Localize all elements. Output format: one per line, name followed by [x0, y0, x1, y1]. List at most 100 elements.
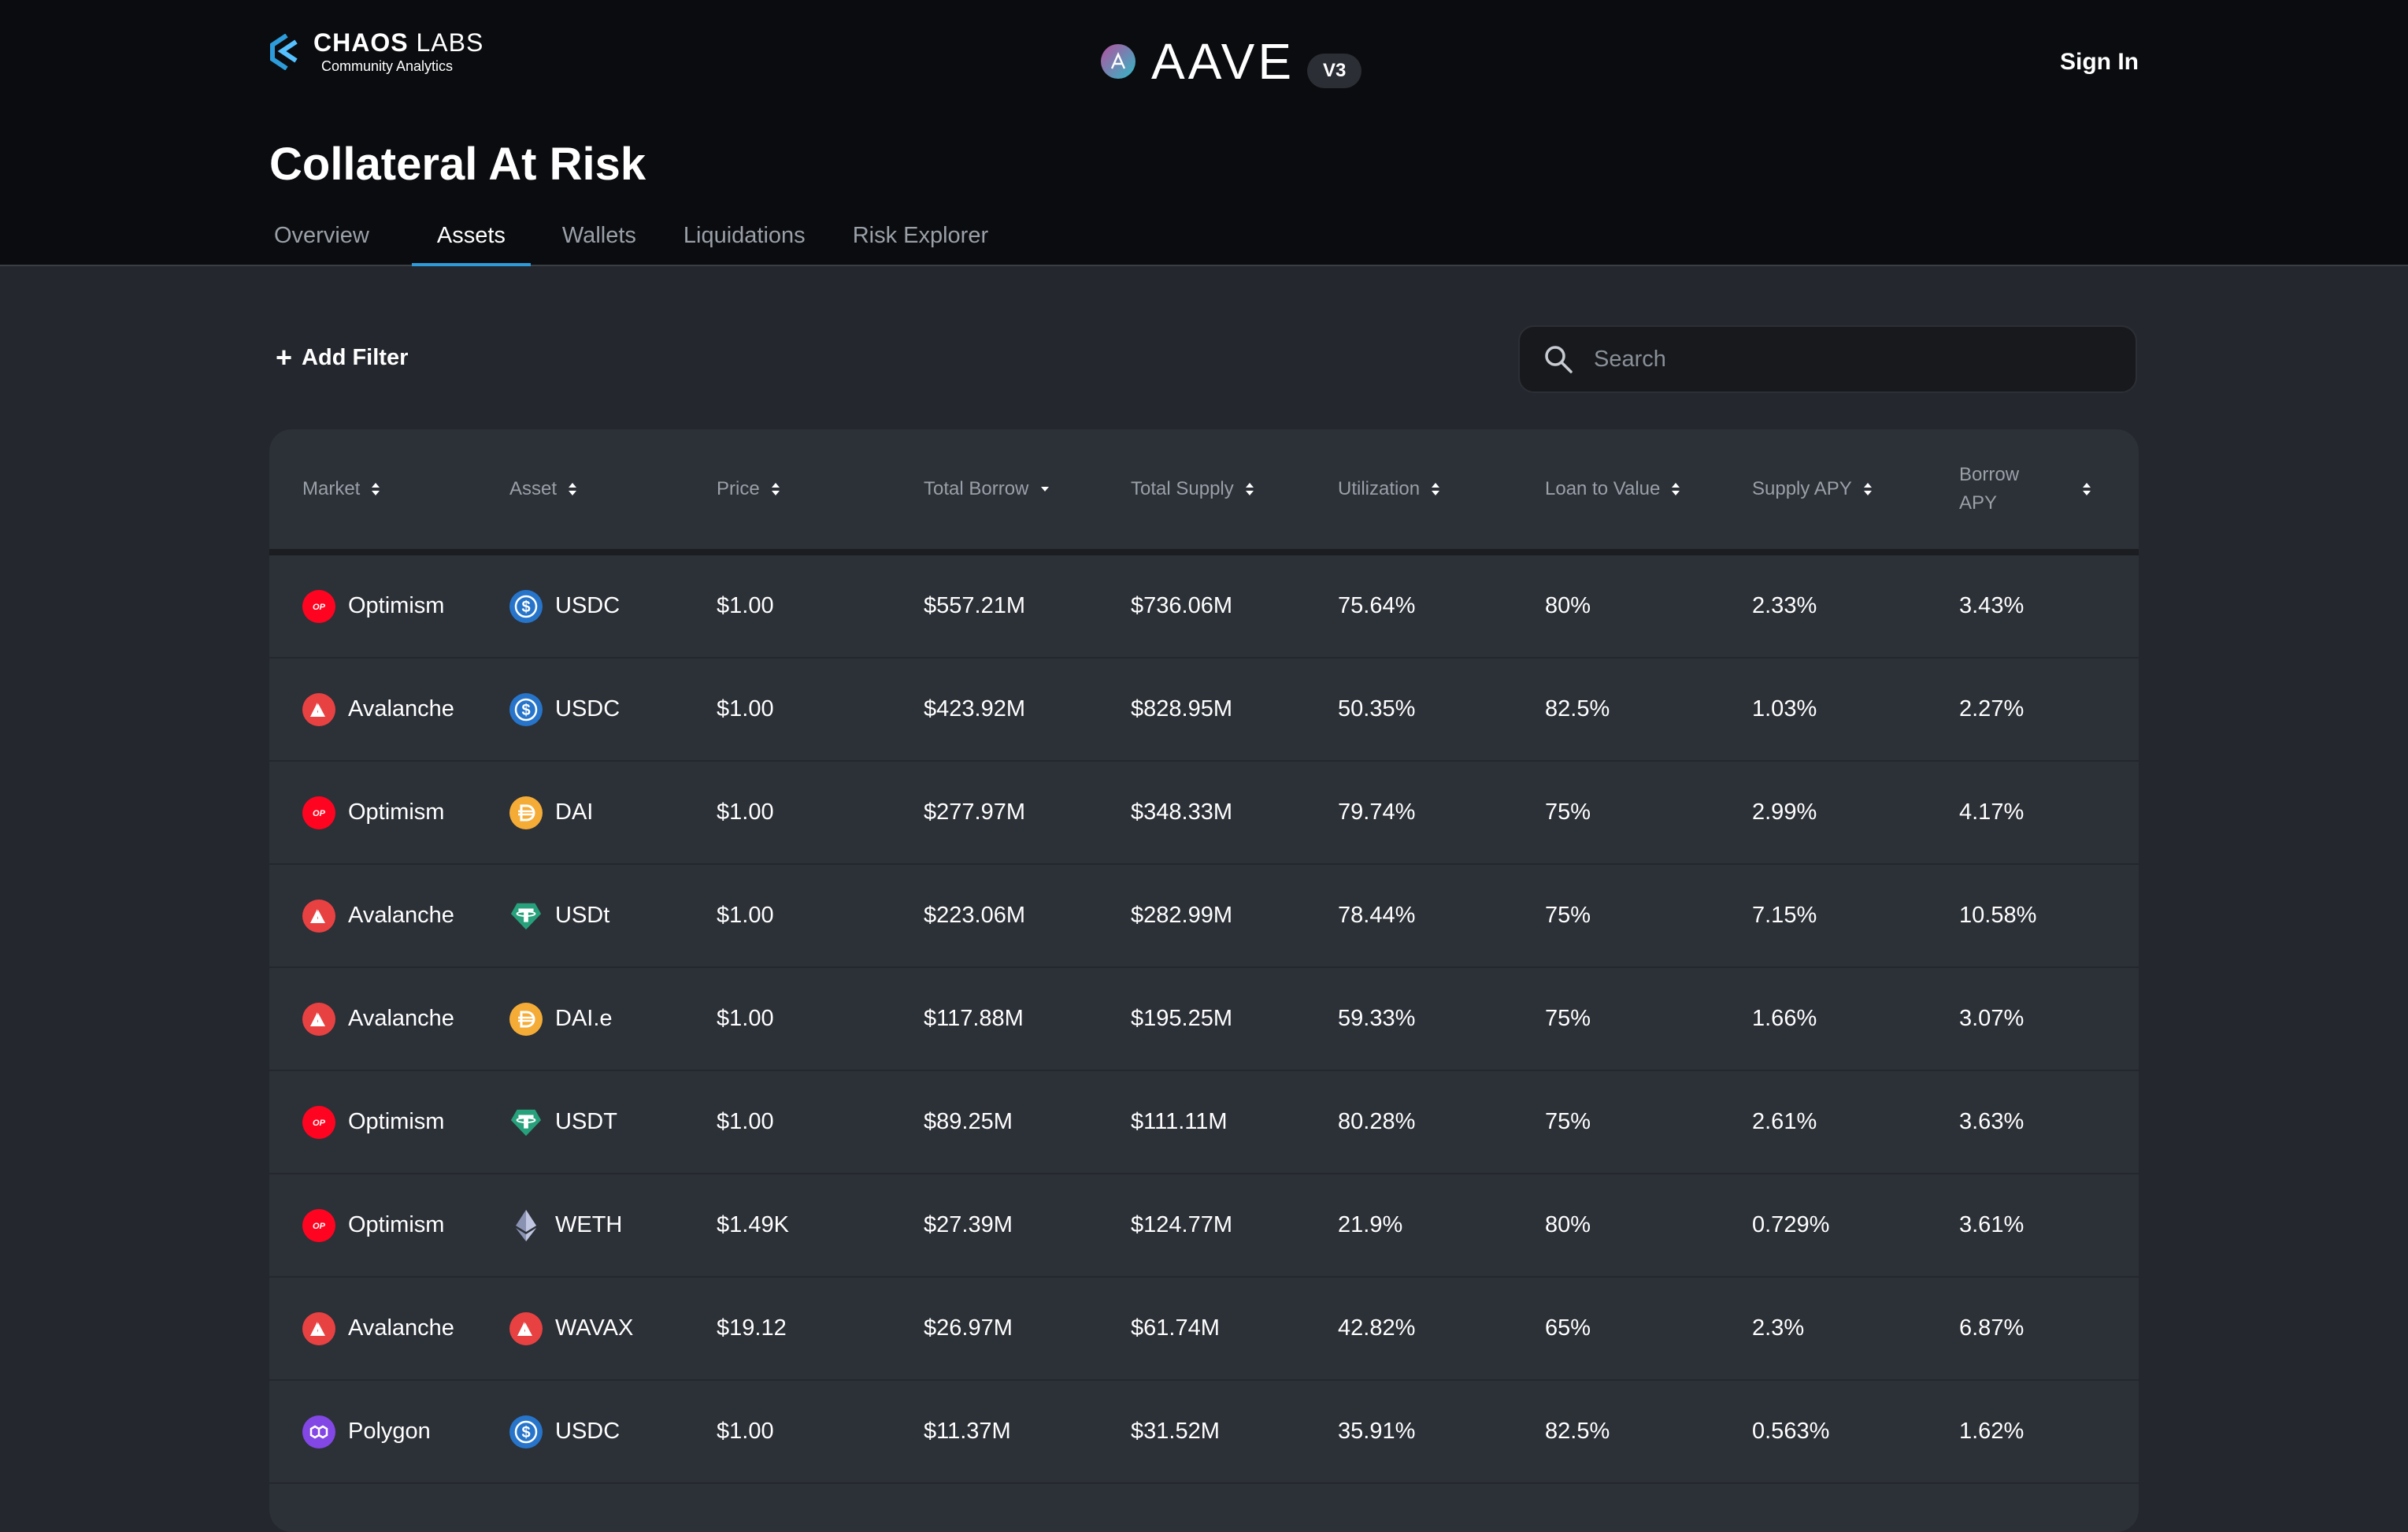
cell-text: 2.33% [1752, 593, 1817, 618]
brand-name-bold: CHAOS [313, 28, 409, 57]
cell-price: $1.00 [717, 555, 774, 657]
sign-in-button[interactable]: Sign In [2060, 49, 2139, 75]
cell-text: 4.17% [1959, 799, 2025, 825]
cell-text: $124.77M [1131, 1212, 1232, 1237]
column-header-market[interactable]: Market [302, 429, 380, 549]
cell-asset: USDT [509, 1071, 617, 1173]
brand-name: CHAOS LABS [313, 30, 483, 55]
aave-ghost-icon [1101, 44, 1135, 79]
cell-ltv: 75% [1545, 968, 1591, 1070]
table-row[interactable]: Avalanche WAVAX $19.12 $26.97M $61.74M 42.82%… [269, 1278, 2139, 1381]
avalanche-icon [302, 1311, 335, 1345]
table-row[interactable]: OP Optimism USDT $1.00 $89.25M $111.11M 80.28%… [269, 1071, 2139, 1174]
optimism-icon: OP [302, 1208, 335, 1242]
cell-ltv: 75% [1545, 762, 1591, 863]
cell-borrow-apy: 2.27% [1959, 658, 2024, 760]
cell-text: 6.87% [1959, 1315, 2025, 1341]
tab-assets[interactable]: Assets [411, 208, 531, 266]
cell-price: $1.00 [717, 1381, 774, 1482]
cell-text: USDC [555, 696, 621, 721]
tab-wallets[interactable]: Wallets [561, 223, 636, 248]
column-header-utilization[interactable]: Utilization [1338, 429, 1440, 549]
cell-asset: WAVAX [509, 1278, 633, 1379]
add-filter-label: Add Filter [302, 344, 409, 370]
tab-risk-explorer[interactable]: Risk Explorer [852, 223, 989, 248]
cell-text: DAI [555, 799, 594, 825]
cell-price: $19.12 [717, 1278, 787, 1379]
cell-text: 2.61% [1752, 1109, 1817, 1134]
cell-total-supply: $31.52M [1131, 1381, 1220, 1482]
chaos-labs-logo-icon [270, 33, 298, 70]
cell-supply-apy: 2.99% [1752, 762, 1817, 863]
column-header-asset[interactable]: Asset [509, 429, 577, 549]
column-header-label: Asset [509, 478, 558, 499]
cell-total-borrow: $277.97M [924, 762, 1025, 863]
cell-total-supply: $282.99M [1131, 865, 1232, 966]
cell-text: 7.15% [1752, 903, 1817, 928]
table-row[interactable]: OP Optimism WETH $1.49K $27.39M $124.77M 21.9%… [269, 1174, 2139, 1278]
search-box[interactable] [1518, 325, 2137, 393]
column-header-total-supply[interactable]: Total Supply [1131, 429, 1254, 549]
cell-text: $423.92M [924, 696, 1025, 721]
table-row[interactable]: OP Optimism $ USDC $1.00 $557.21M $736.06M 75.6… [269, 555, 2139, 658]
cell-text: $1.00 [717, 696, 774, 721]
tether-icon [509, 900, 543, 933]
cell-text: USDC [555, 593, 621, 618]
svg-text:OP: OP [313, 1118, 326, 1128]
cell-text: 2.99% [1752, 799, 1817, 825]
cell-borrow-apy: 3.63% [1959, 1071, 2024, 1173]
cell-supply-apy: 2.3% [1752, 1278, 1804, 1379]
dai-icon [509, 796, 543, 829]
cell-text: 42.82% [1338, 1315, 1416, 1341]
table-row[interactable]: Polygon $ USDC $1.00 $11.37M $31.52M 35.91% 82.… [269, 1381, 2139, 1484]
cell-text: $277.97M [924, 799, 1025, 825]
cell-supply-apy: 2.61% [1752, 1071, 1817, 1173]
usdc-icon: $ [509, 692, 543, 726]
cell-market: OP Optimism [302, 1174, 444, 1276]
cell-text: 0.729% [1752, 1212, 1830, 1237]
cell-asset: USDt [509, 865, 609, 966]
table-row[interactable]: OP Optimism DAI $1.00 $277.97M $348.33M 79.74%… [269, 762, 2139, 865]
tab-overview[interactable]: Overview [274, 223, 369, 248]
table-row[interactable]: Avalanche DAI.e $1.00 $117.88M $195.25M 59.33… [269, 968, 2139, 1071]
tab-liquidations[interactable]: Liquidations [683, 223, 806, 248]
cell-text: 75% [1545, 1109, 1591, 1134]
cell-text: Avalanche [348, 696, 454, 721]
cell-text: $31.52M [1131, 1419, 1220, 1444]
avalanche-icon [302, 1002, 335, 1036]
sort-icon [771, 483, 780, 495]
cell-text: 59.33% [1338, 1006, 1416, 1031]
cell-utilization: 50.35% [1338, 658, 1415, 760]
cell-price: $1.00 [717, 762, 774, 863]
avalanche-icon [302, 899, 335, 933]
cell-ltv: 75% [1545, 1071, 1591, 1173]
table-row[interactable]: Avalanche $ USDC $1.00 $423.92M $828.95M 50.35… [269, 658, 2139, 762]
cell-asset: WETH [509, 1174, 622, 1276]
table-row[interactable]: Avalanche USDt $1.00 $223.06M $282.99M 78.44%… [269, 865, 2139, 968]
protocol-badge: AAVE V3 [1101, 35, 1362, 88]
brand-name-light: LABS [408, 28, 484, 57]
cell-text: 79.74% [1338, 799, 1416, 825]
cell-text: Avalanche [348, 1006, 454, 1031]
svg-text:OP: OP [313, 809, 326, 818]
column-header-label: Market [302, 478, 361, 499]
cell-price: $1.49K [717, 1174, 789, 1276]
column-header-ltv[interactable]: Loan to Value [1545, 429, 1680, 549]
search-input[interactable] [1592, 345, 2068, 373]
column-header-total-borrow[interactable]: Total Borrow [924, 429, 1050, 549]
brand-subtitle: Community Analytics [321, 58, 454, 74]
cell-text: 75% [1545, 799, 1591, 825]
column-header-borrow-apy[interactable]: Borrow APY [1959, 429, 2091, 549]
column-header-supply-apy[interactable]: Supply APY [1752, 429, 1873, 549]
column-header-price[interactable]: Price [717, 429, 780, 549]
cell-borrow-apy: 1.62% [1959, 1381, 2024, 1482]
sort-icon [2083, 483, 2091, 495]
cell-text: 21.9% [1338, 1212, 1403, 1237]
add-filter-button[interactable]: + Add Filter [276, 343, 408, 372]
sort-icon [1672, 483, 1680, 495]
cell-ltv: 75% [1545, 865, 1591, 966]
cell-text: $736.06M [1131, 593, 1232, 618]
chaos-labs-logo[interactable]: CHAOS LABS Community Analytics [269, 30, 483, 73]
cell-text: USDT [555, 1109, 617, 1134]
cell-text: Avalanche [348, 1315, 454, 1341]
